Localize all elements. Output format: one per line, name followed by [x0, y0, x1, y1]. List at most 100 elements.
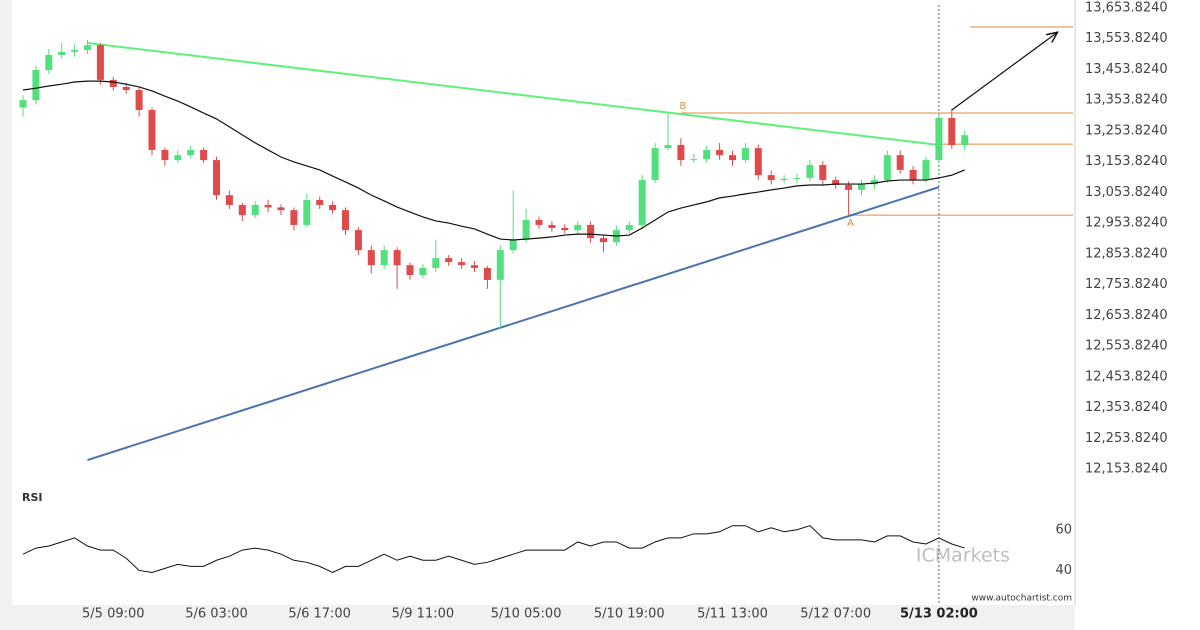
candle-body	[509, 239, 517, 251]
moving-average	[22, 80, 965, 241]
y-tick-label: 12,853.8240	[1085, 246, 1168, 261]
candle-body	[741, 148, 749, 161]
candle-body	[445, 258, 453, 263]
candle-body	[458, 262, 466, 266]
candle-body	[122, 86, 130, 91]
y-tick-label: 12,453.8240	[1085, 369, 1168, 384]
candle-body	[574, 224, 582, 231]
candle-body	[729, 155, 736, 161]
y-tick-label: 13,053.8240	[1085, 185, 1168, 200]
x-tick-label: 5/6 03:00	[185, 607, 248, 622]
site: www.autochartist.com	[971, 594, 1072, 604]
candle-body	[496, 250, 504, 280]
pattern-point: B	[679, 101, 686, 112]
candle-body	[161, 149, 169, 161]
rsi-title: RSI	[22, 491, 43, 504]
rsi-tick-label: 60	[1055, 522, 1072, 537]
candle-body	[45, 54, 53, 71]
rsi-tick-label: 40	[1055, 563, 1072, 578]
candle-body	[664, 145, 672, 149]
y-tick-label: 12,253.8240	[1085, 431, 1168, 446]
y-tick-label: 12,653.8240	[1085, 308, 1168, 323]
brand: ICMarkets	[916, 545, 1010, 567]
candle-body	[703, 149, 711, 160]
candle-body	[922, 160, 930, 181]
candle-body	[961, 135, 969, 146]
axis-area	[1075, 0, 1200, 630]
candle-body	[200, 149, 208, 161]
candle-body	[909, 169, 917, 181]
candle-body	[329, 204, 337, 211]
candle-body	[71, 50, 79, 52]
y-tick-label: 13,153.8240	[1085, 154, 1168, 169]
trend-line	[87, 186, 940, 461]
y-tick-label: 12,953.8240	[1085, 216, 1168, 231]
candle-body	[419, 267, 427, 276]
candle-body	[96, 45, 104, 80]
y-tick-label: 13,553.8240	[1085, 31, 1168, 46]
candle-body	[690, 159, 698, 161]
candle-body	[677, 145, 685, 161]
x-tick-label: 5/10 19:00	[594, 607, 665, 622]
candle-body	[32, 70, 40, 101]
candle-body	[716, 149, 724, 156]
candle-body	[58, 51, 66, 55]
y-tick-label: 12,753.8240	[1085, 277, 1168, 292]
candle-body	[354, 230, 362, 251]
candle-body	[600, 238, 607, 243]
candle-body	[483, 267, 491, 280]
candle-body	[548, 224, 556, 228]
candle-body	[380, 250, 388, 266]
candle-body	[587, 224, 595, 239]
rsi-line	[22, 525, 965, 574]
x-tick-label: 5/6 17:00	[288, 607, 351, 622]
candle-body	[148, 109, 156, 150]
plot-area	[12, 0, 1075, 605]
candle-body	[406, 265, 414, 276]
x-tick-label: 5/9 11:00	[392, 607, 455, 622]
y-tick-label: 12,553.8240	[1085, 339, 1168, 354]
candle-body	[471, 265, 478, 268]
candle-body	[638, 180, 646, 225]
candle-body	[264, 204, 272, 208]
y-tick-label: 13,453.8240	[1085, 62, 1168, 77]
y-tick-label: 13,353.8240	[1085, 93, 1168, 108]
candle-body	[522, 220, 530, 240]
candle-body	[883, 155, 891, 181]
candle-body	[135, 90, 143, 110]
candle-body	[935, 117, 943, 161]
candle-body	[948, 117, 956, 146]
candle-body	[187, 149, 195, 156]
candle-body	[806, 164, 814, 178]
candle-body	[767, 175, 775, 181]
x-tick-label: 5/12 07:00	[800, 607, 871, 622]
candle-body	[651, 148, 659, 181]
x-tick-label: 5/10 05:00	[491, 607, 562, 622]
candle-body	[896, 155, 904, 170]
candle-body	[870, 180, 878, 185]
projection-arrow	[951, 32, 1058, 111]
candle-body	[780, 178, 788, 181]
candle-body	[858, 184, 865, 190]
candle-body	[793, 177, 801, 179]
y-tick-label: 13,653.8240	[1085, 0, 1168, 15]
candle-body	[290, 210, 298, 225]
candle-body	[303, 200, 311, 225]
y-tick-label: 13,253.8240	[1085, 123, 1168, 138]
x-tick-label: 5/5 09:00	[82, 607, 145, 622]
y-tick-label: 12,353.8240	[1085, 400, 1168, 415]
candle-body	[213, 160, 220, 196]
candle-body	[316, 200, 324, 205]
candle-body	[845, 184, 853, 190]
candle-body	[432, 258, 440, 268]
candle-body	[19, 100, 27, 108]
candle-body	[251, 204, 259, 216]
candle-body	[277, 207, 285, 211]
candle-body	[819, 164, 827, 181]
candle-body	[625, 224, 633, 231]
candle-body	[238, 204, 246, 216]
candle-body	[109, 79, 117, 87]
pattern-point: A	[847, 218, 854, 229]
y-tick-label: 12,153.8240	[1085, 461, 1168, 476]
